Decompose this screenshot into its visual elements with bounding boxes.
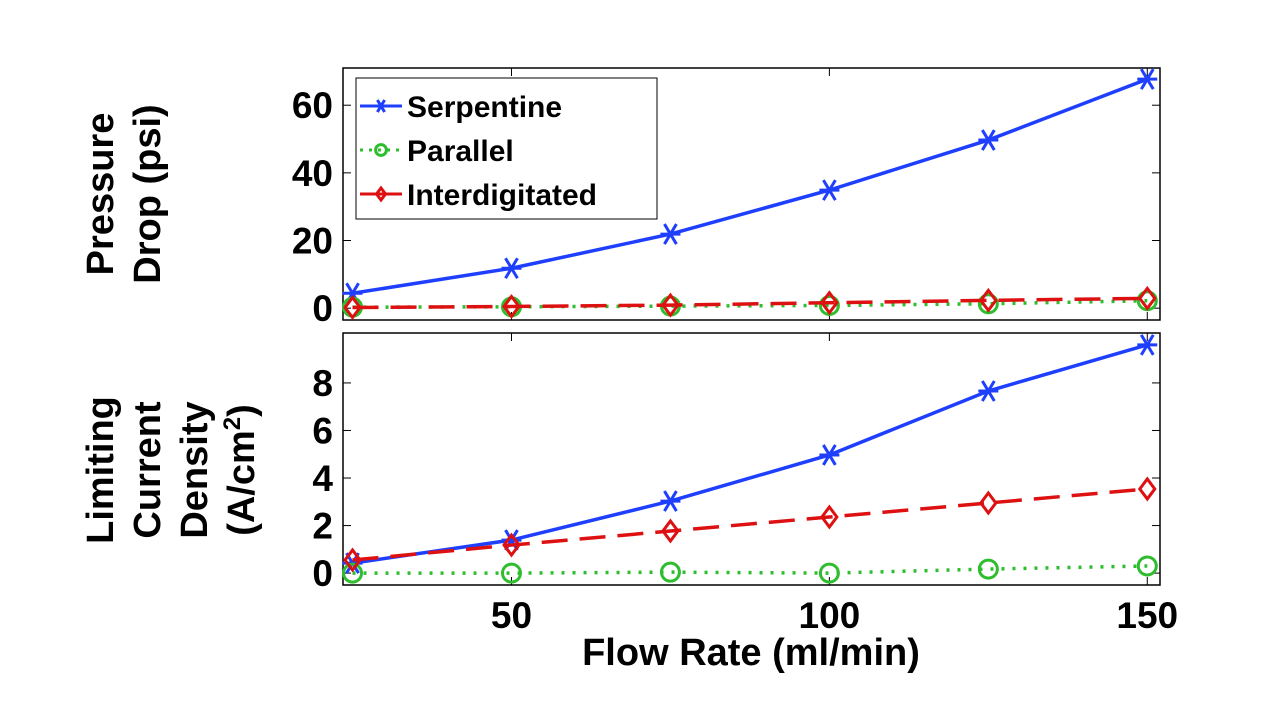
interdigitated-marker — [343, 294, 362, 320]
x-tick-label: 150 — [1116, 595, 1178, 636]
interdigitated-marker — [978, 287, 998, 313]
y-tick-label: 0 — [312, 553, 333, 594]
serpentine-marker — [819, 444, 840, 466]
serpentine-marker — [978, 380, 999, 402]
y-tick-label: 40 — [292, 153, 333, 194]
serpentine-line — [352, 343, 1148, 565]
serpentine-marker — [978, 129, 999, 151]
y-tick-label: 6 — [312, 410, 333, 451]
serpentine-marker — [660, 490, 681, 512]
x-axis-label: Flow Rate (ml/min) — [582, 632, 920, 674]
y-tick-label: 0 — [312, 288, 333, 329]
interdigitated-line — [352, 296, 1148, 310]
ylabel-top-line-1: Pressure — [80, 113, 122, 276]
interdigitated-marker — [1137, 476, 1157, 502]
serpentine-line — [352, 77, 1148, 296]
x-tick-label: 50 — [491, 595, 532, 636]
interdigitated-marker — [661, 518, 680, 544]
interdigitated-marker — [820, 290, 839, 316]
legend-parallel-icon — [374, 143, 388, 157]
parallel-marker — [818, 562, 840, 584]
serpentine-marker — [1137, 68, 1158, 90]
interdigitated-marker — [820, 504, 839, 530]
serpentine-marker — [660, 223, 681, 245]
ylabel-bottom-line-4: (A/cm2) — [219, 404, 263, 536]
y-tick-label: 20 — [292, 221, 333, 262]
serpentine-marker — [819, 179, 840, 201]
y-tick-label: 2 — [312, 506, 333, 547]
legend-serpentine-label: Serpentine — [407, 91, 562, 124]
legend-interdigitated-label: Interdigitated — [407, 179, 597, 212]
interdigitated-marker — [343, 547, 362, 573]
legend-box — [355, 77, 658, 220]
ylabel-bottom-line-3: Density — [174, 401, 216, 538]
parallel-marker — [500, 562, 522, 584]
ylabel-unit: (A/cm — [221, 430, 263, 536]
interdigitated-marker — [1137, 285, 1157, 311]
pressure-drop-axes: 0 20 40 60 Serpentine Parallel Interdigitated — [292, 67, 1161, 329]
ylabel-bottom-line-2: Current — [127, 401, 169, 539]
ylabel-unit-superscript: 2 — [219, 417, 246, 430]
legend-serpentine-icon — [375, 99, 387, 113]
y-tick-label: 8 — [312, 363, 333, 404]
interdigitated-line — [352, 487, 1148, 562]
ylabel-bottom-line-1: Limiting — [80, 396, 122, 544]
parallel-line — [352, 564, 1148, 575]
parallel-marker — [342, 562, 364, 584]
legend-interdigitated-icon — [374, 185, 388, 203]
serpentine-marker — [501, 257, 522, 280]
parallel-marker — [659, 561, 681, 583]
x-tick-label: 100 — [799, 595, 861, 636]
ylabel-unit-close: ) — [221, 404, 263, 417]
ylabel-top-line-2: Drop (psi) — [127, 104, 169, 283]
interdigitated-marker — [661, 292, 680, 318]
parallel-marker — [1136, 555, 1158, 577]
parallel-marker — [977, 558, 999, 580]
interdigitated-marker — [978, 490, 998, 516]
legend: Serpentine Parallel Interdigitated — [355, 77, 658, 220]
interdigitated-marker — [502, 293, 521, 319]
interdigitated-marker — [502, 532, 521, 558]
legend-parallel-label: Parallel — [407, 135, 514, 168]
y-tick-label: 4 — [312, 458, 333, 499]
limiting-current-axes: 0 2 4 6 8 50 100 150 — [312, 332, 1178, 636]
serpentine-marker — [1137, 334, 1158, 356]
y-tick-label: 60 — [292, 85, 333, 126]
